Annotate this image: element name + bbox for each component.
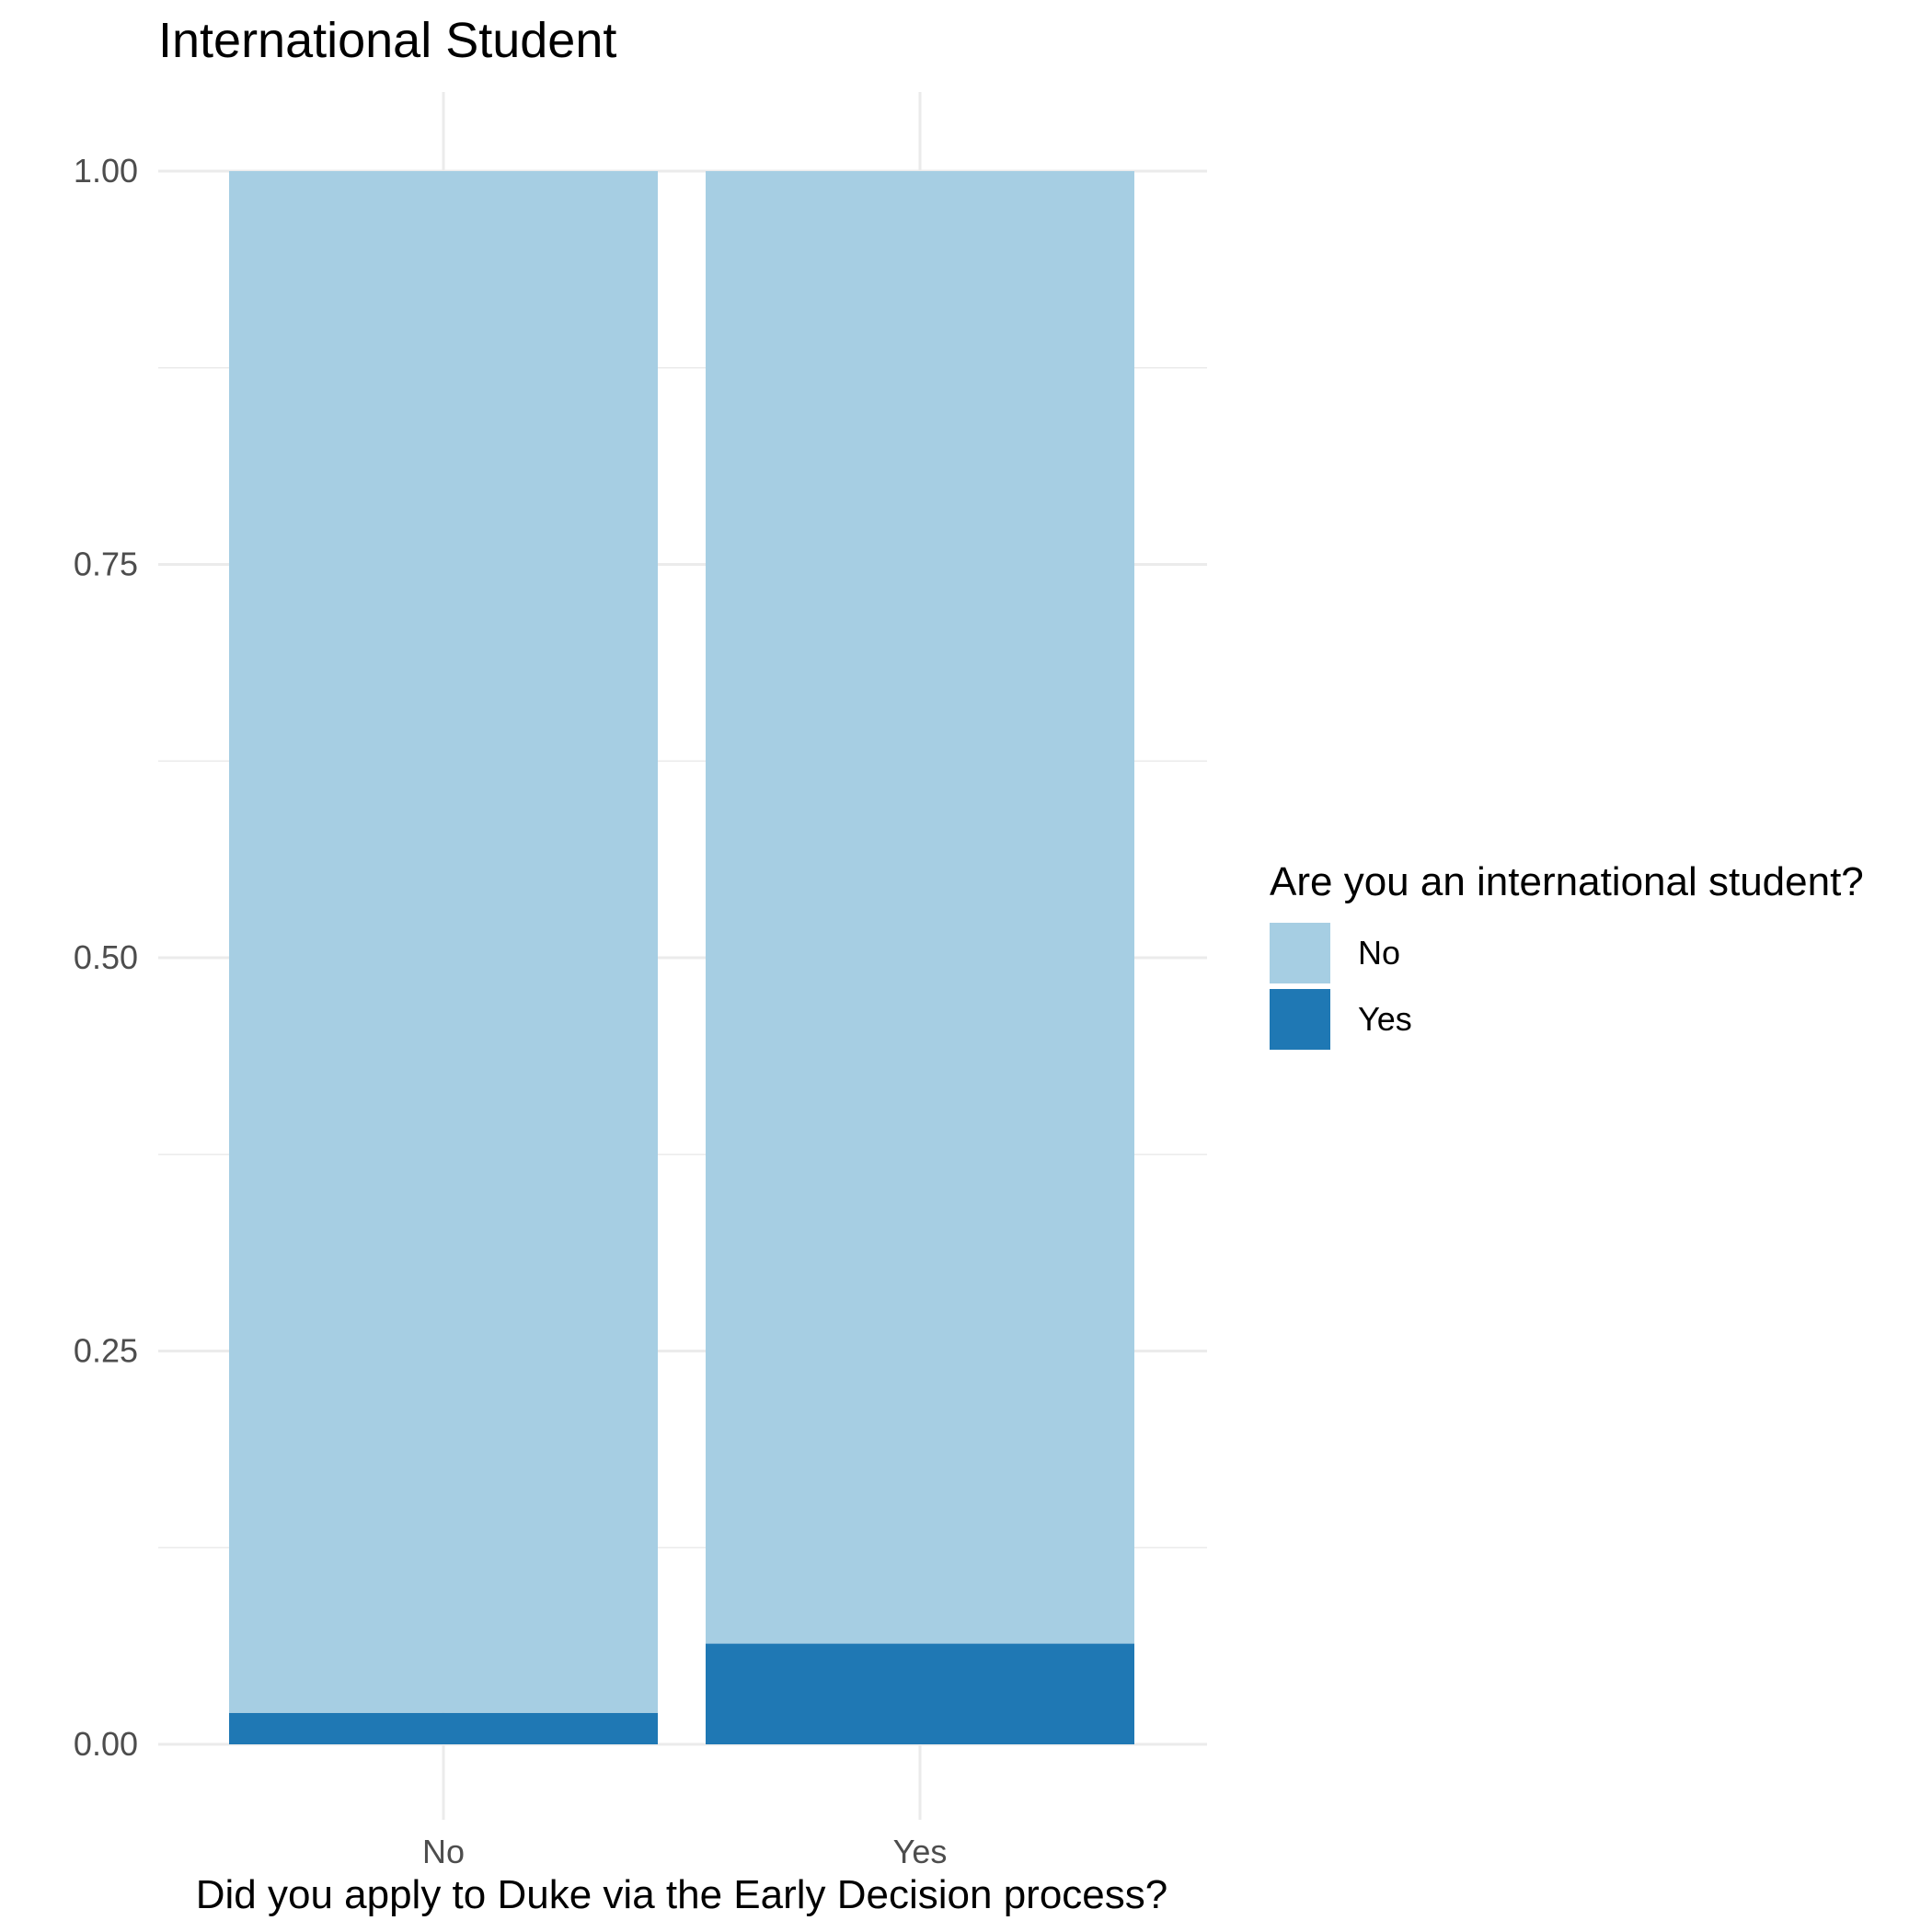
bar-yes-yes [706, 1643, 1134, 1744]
y-tick-labels: 0.00 0.25 0.50 0.75 1.00 [74, 152, 138, 1763]
chart-title: International Student [158, 13, 616, 68]
x-tick-label: No [422, 1833, 465, 1870]
legend-title: Are you an international student? [1270, 859, 1864, 904]
bar-yes-no [706, 171, 1134, 1644]
x-tick-labels: No Yes [422, 1833, 947, 1870]
y-tick-label: 0.75 [74, 546, 138, 583]
bar-no-yes [229, 1712, 658, 1744]
x-axis-title: Did you apply to Duke via the Early Deci… [196, 1872, 1168, 1917]
legend-label-yes: Yes [1358, 1000, 1412, 1038]
legend-key-no [1270, 923, 1330, 983]
legend-label-no: No [1358, 934, 1400, 972]
legend: Are you an international student? No Yes [1270, 859, 1864, 1050]
y-tick-label: 0.00 [74, 1725, 138, 1763]
bars [229, 171, 1134, 1744]
legend-items: No Yes [1270, 923, 1412, 1050]
y-tick-label: 1.00 [74, 152, 138, 190]
y-tick-label: 0.50 [74, 938, 138, 976]
legend-key-yes [1270, 989, 1330, 1050]
bar-no-no [229, 171, 658, 1713]
y-tick-label: 0.25 [74, 1332, 138, 1370]
x-tick-label: Yes [893, 1833, 948, 1870]
